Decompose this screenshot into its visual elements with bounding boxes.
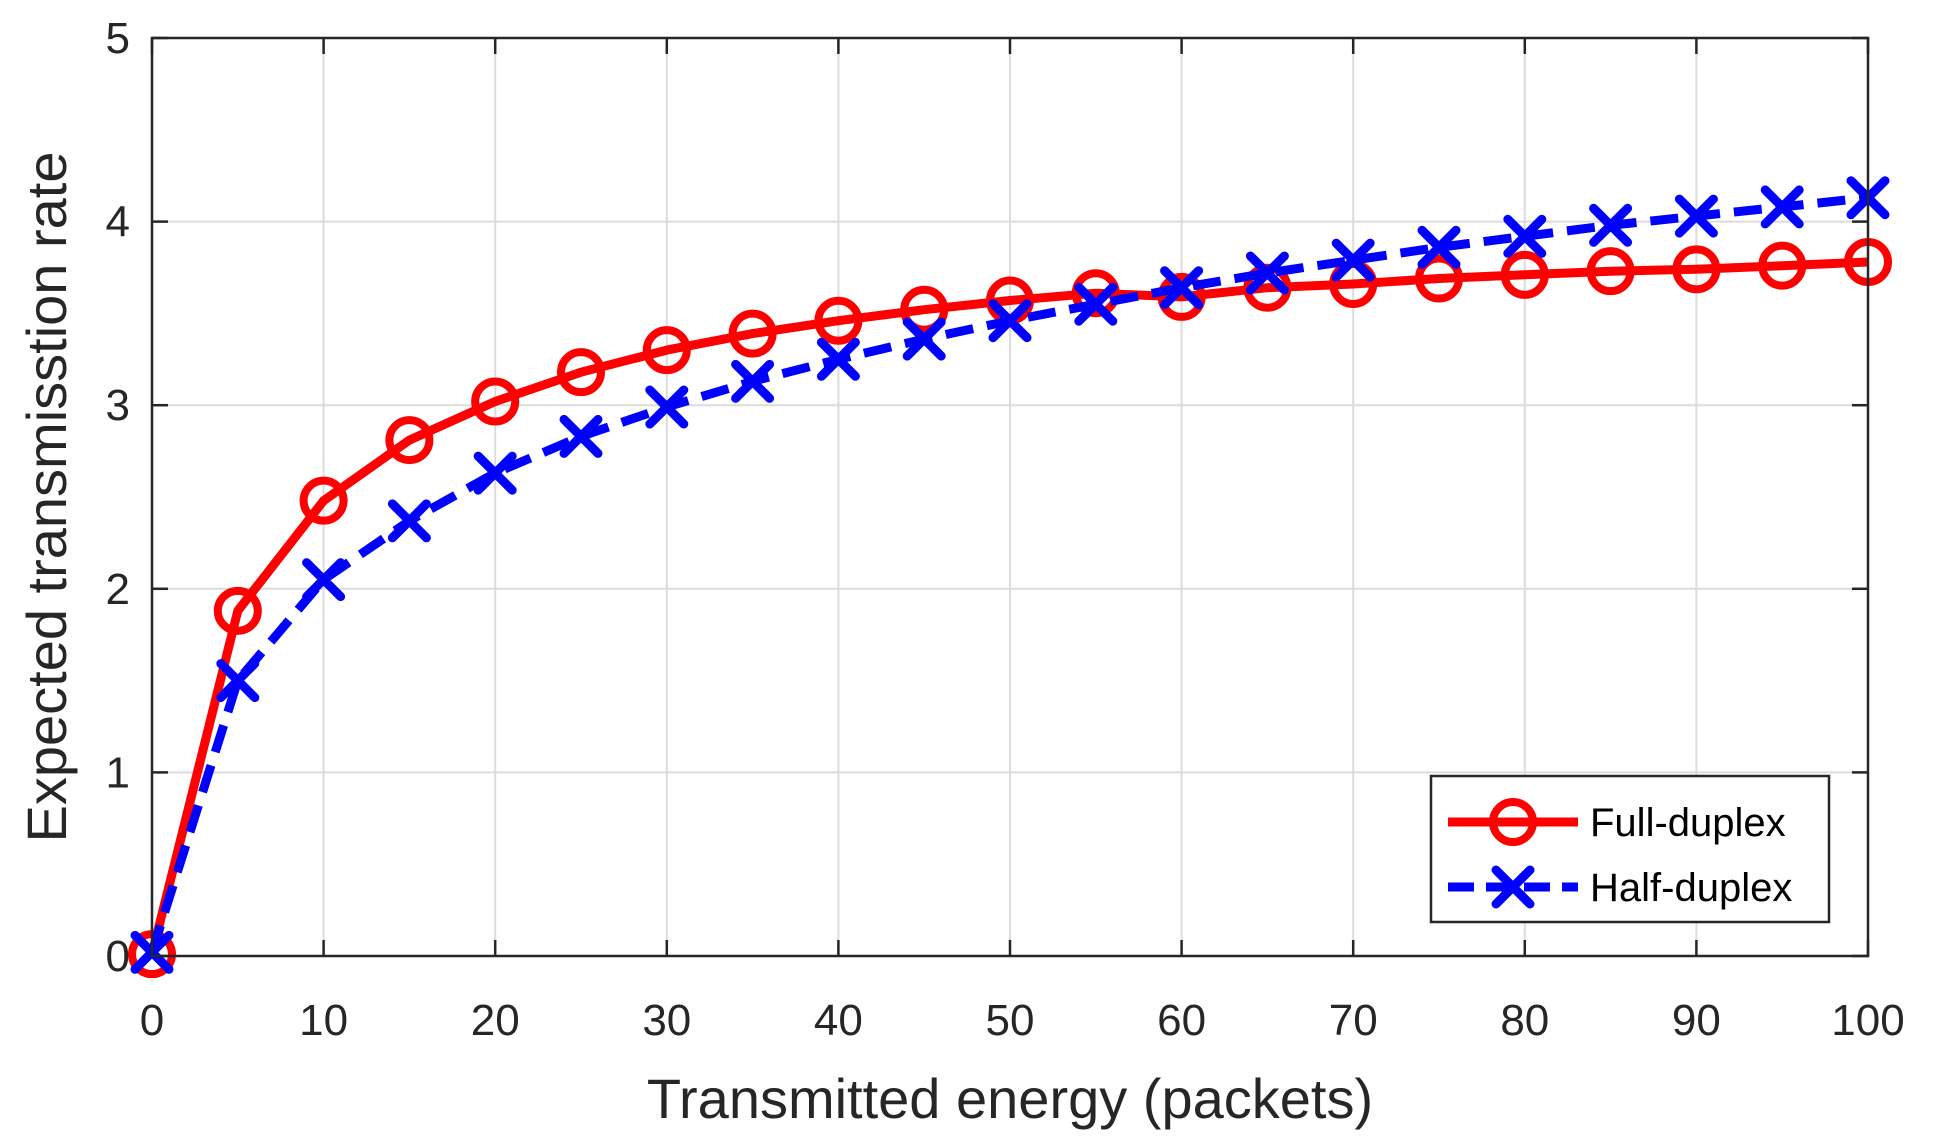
- data-point-half-duplex: [216, 659, 260, 703]
- data-point-full-duplex: [900, 285, 949, 334]
- data-point-half-duplex: [1074, 282, 1118, 326]
- data-point-half-duplex: [902, 317, 946, 361]
- x-tick-label: 80: [1500, 996, 1549, 1045]
- legend: Full-duplex Half-duplex: [1429, 774, 1831, 924]
- data-point-half-duplex: [1503, 214, 1547, 258]
- legend-label-half-duplex: Half-duplex: [1590, 866, 1792, 910]
- x-tick-label: 90: [1672, 996, 1721, 1045]
- data-point-half-duplex: [816, 337, 860, 381]
- data-point-full-duplex: [385, 416, 434, 465]
- data-point-half-duplex: [645, 385, 689, 429]
- x-tick-label: 100: [1831, 996, 1904, 1045]
- legend-marker-half-duplex: [1491, 865, 1535, 909]
- data-point-half-duplex: [1760, 185, 1804, 229]
- data-point-full-duplex: [471, 377, 520, 426]
- x-tick-label: 40: [814, 996, 863, 1045]
- data-point-half-duplex: [1245, 251, 1289, 295]
- x-tick-label: 0: [140, 996, 164, 1045]
- x-tick-label: 30: [642, 996, 691, 1045]
- axis-ticks: [150, 36, 1870, 958]
- legend-marker-full-duplex: [1489, 798, 1537, 846]
- series-line-full-duplex: [147, 257, 1869, 956]
- data-point-half-duplex: [559, 414, 603, 458]
- data-point-half-duplex: [473, 451, 517, 495]
- y-tick-label: 2: [106, 565, 130, 614]
- data-point-full-duplex: [1157, 272, 1206, 321]
- y-tick-label: 3: [106, 381, 130, 430]
- data-point-half-duplex: [731, 359, 775, 403]
- y-tick-label: 1: [106, 748, 130, 797]
- data-point-half-duplex: [1417, 225, 1461, 269]
- data-point-half-duplex: [1589, 203, 1633, 247]
- data-point-half-duplex: [302, 558, 346, 602]
- data-point-half-duplex: [1331, 238, 1375, 282]
- series-layer: [128, 176, 1892, 979]
- x-tick-label: 50: [986, 996, 1035, 1045]
- y-tick-label: 5: [106, 14, 130, 63]
- x-tick-label: 20: [471, 996, 520, 1045]
- x-tick-label: 60: [1157, 996, 1206, 1045]
- legend-label-full-duplex: Full-duplex: [1590, 801, 1786, 845]
- data-point-full-duplex: [213, 586, 262, 635]
- y-tick-label: 0: [106, 932, 130, 981]
- data-point-full-duplex: [1071, 269, 1120, 318]
- data-point-full-duplex: [814, 296, 863, 345]
- data-point-full-duplex: [557, 348, 605, 397]
- data-point-full-duplex: [1415, 254, 1463, 303]
- data-point-half-duplex: [988, 299, 1032, 343]
- data-point-full-duplex: [1672, 245, 1721, 294]
- tick-labels: 0 10 20 30 40 50 60 70 80 90 100 0 1 2 3 4 5: [106, 14, 1905, 1045]
- data-point-full-duplex: [1586, 247, 1635, 296]
- data-point-half-duplex: [387, 499, 431, 543]
- data-point-full-duplex: [299, 476, 348, 525]
- x-axis-title: Transmitted energy (packets): [647, 1067, 1373, 1130]
- data-point-half-duplex: [1674, 194, 1718, 238]
- data-point-half-duplex: [1160, 266, 1204, 310]
- y-tick-label: 4: [106, 198, 130, 247]
- data-point-full-duplex: [728, 309, 777, 358]
- data-point-full-duplex: [1758, 241, 1807, 290]
- data-point-full-duplex: [642, 326, 691, 375]
- x-tick-label: 10: [299, 996, 348, 1045]
- x-tick-label: 70: [1329, 996, 1378, 1045]
- y-axis-title: Expected transmisstion rate: [15, 152, 78, 843]
- data-point-full-duplex: [1500, 250, 1549, 299]
